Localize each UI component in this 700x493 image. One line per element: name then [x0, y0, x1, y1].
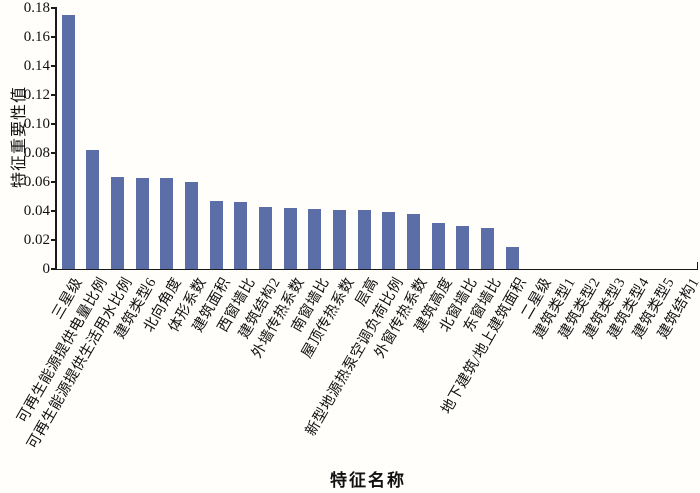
bar: [160, 178, 174, 269]
bar: [185, 182, 199, 269]
bar: [357, 210, 371, 269]
y-tick-mark: [51, 239, 56, 241]
x-axis-line: [55, 268, 698, 270]
y-tick-label: 0.10: [23, 116, 50, 132]
x-tick-label: 可再生能源提供生活用水比例: [24, 275, 136, 452]
bar: [505, 247, 519, 269]
bar: [382, 211, 396, 269]
y-tick-label: 0.08: [23, 145, 50, 161]
y-tick-mark: [51, 268, 56, 270]
y-tick-label: 0.12: [23, 87, 50, 103]
bar: [259, 206, 273, 269]
bar: [431, 222, 445, 269]
bar: [234, 202, 248, 269]
y-tick-label: 0.06: [23, 174, 50, 190]
y-tick-mark: [51, 123, 56, 125]
y-tick-label: 0.14: [23, 58, 50, 74]
y-tick-label: 0.04: [23, 203, 50, 219]
bar: [209, 200, 223, 269]
x-axis-title: 特征名称: [330, 471, 406, 490]
y-tick-mark: [51, 94, 56, 96]
bar: [86, 150, 100, 269]
bar: [283, 208, 297, 269]
y-tick-mark: [51, 152, 56, 154]
bar: [135, 177, 149, 269]
y-tick-mark: [51, 7, 56, 9]
y-tick-mark: [51, 36, 56, 38]
bar: [456, 225, 470, 269]
bar: [111, 176, 125, 269]
bar: [480, 228, 494, 269]
bar: [61, 15, 75, 269]
y-axis-line: [55, 7, 57, 270]
y-tick-mark: [51, 65, 56, 67]
y-tick-label: 0.16: [23, 29, 50, 45]
x-axis-end-tick: [696, 262, 698, 270]
bar: [333, 209, 347, 269]
bar: [308, 208, 322, 269]
y-tick-label: 0.02: [23, 232, 50, 248]
y-tick-label: 0.18: [23, 0, 50, 16]
y-tick-label: 0: [42, 261, 51, 277]
bar: [406, 213, 420, 269]
y-tick-mark: [51, 210, 56, 212]
y-tick-mark: [51, 181, 56, 183]
